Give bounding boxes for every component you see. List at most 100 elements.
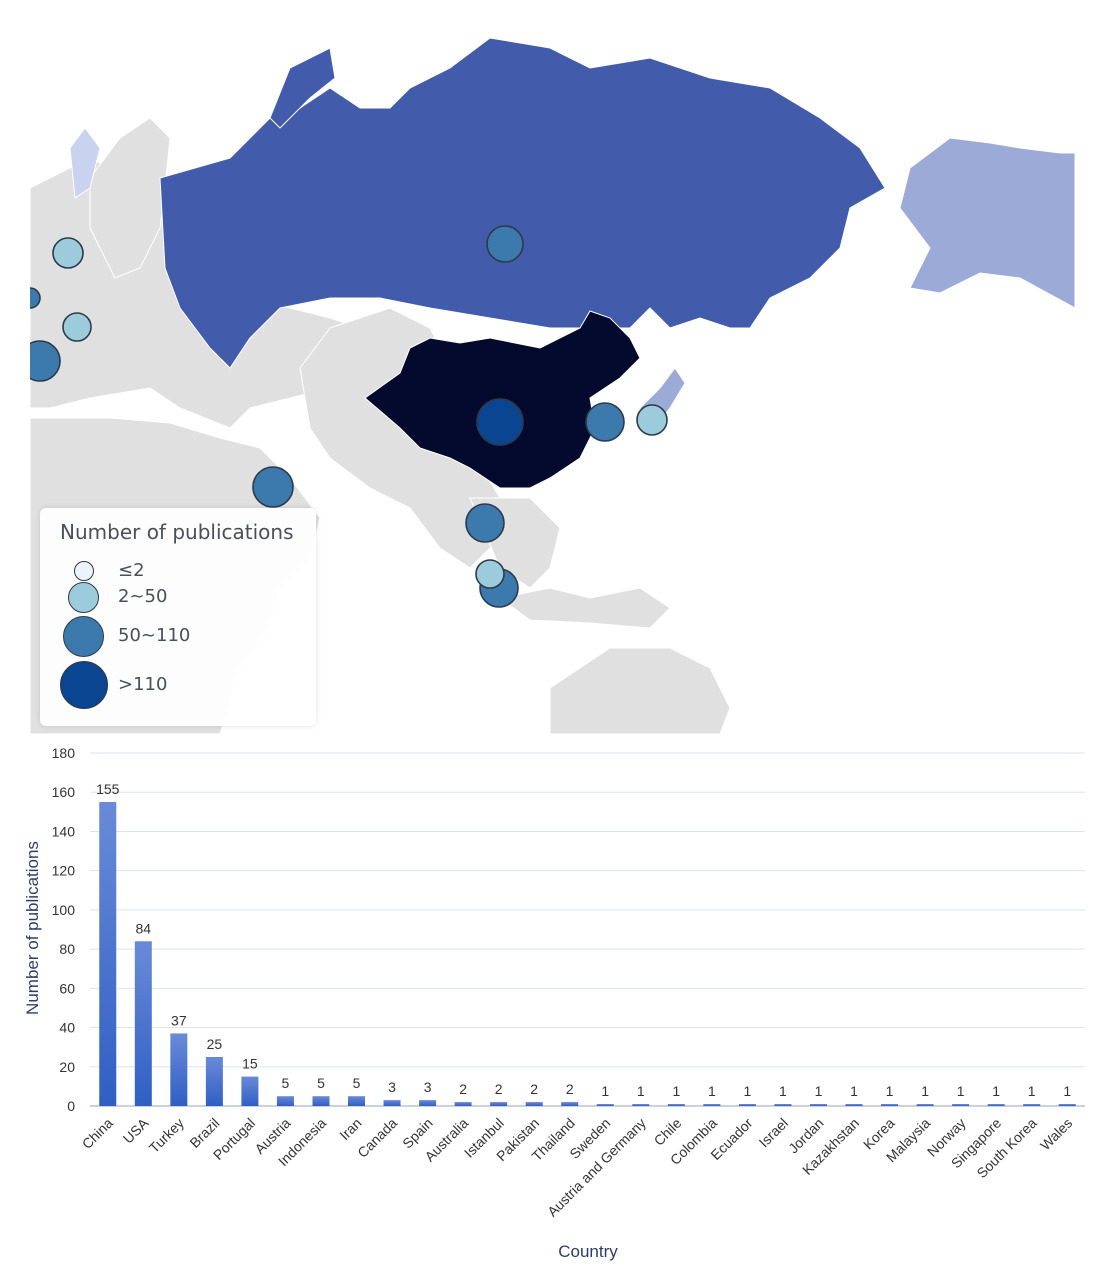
map-bubble [62, 312, 92, 342]
indonesia-islands [498, 587, 671, 629]
data-label: 1 [886, 1083, 894, 1099]
scandinavia [89, 117, 171, 279]
x-tick-label: Turkey [146, 1115, 187, 1156]
data-label: 5 [282, 1075, 290, 1091]
bar-thailand [561, 1102, 579, 1106]
novaya-zemlya [269, 47, 336, 129]
bar-turkey [170, 1033, 188, 1106]
bar-austria [276, 1096, 294, 1106]
bar-colombia [703, 1104, 721, 1106]
data-label: 1 [744, 1083, 752, 1099]
legend-item-gt110: >110 [40, 660, 310, 709]
bar-portugal [241, 1076, 259, 1106]
bar-iran [348, 1096, 366, 1106]
x-tick-label: Canada [354, 1115, 400, 1161]
legend-item-50-110: 50~110 [40, 615, 310, 657]
bar-sweden [596, 1104, 614, 1106]
gridlines [90, 752, 1085, 1107]
bar-australia [454, 1102, 472, 1106]
data-label: 1 [815, 1083, 823, 1099]
bars [99, 802, 1076, 1106]
bar-malaysia [916, 1104, 934, 1106]
map-bubble [465, 503, 505, 543]
data-label: 1 [1063, 1083, 1071, 1099]
map-bubble [52, 237, 84, 269]
data-label: 1 [601, 1083, 609, 1099]
y-tick-label: 120 [52, 863, 76, 879]
data-label: 1 [1028, 1083, 1036, 1099]
data-label: 1 [779, 1083, 787, 1099]
legend-label: >110 [118, 674, 168, 695]
data-label: 3 [424, 1079, 432, 1095]
y-tick-label: 160 [52, 784, 76, 800]
data-label: 84 [136, 920, 152, 936]
alaska-region [899, 137, 1075, 309]
map-bubble [476, 398, 524, 446]
data-label: 2 [495, 1081, 503, 1097]
y-axis-ticks: 0 20 40 60 80 100 120 140 160 180 [52, 745, 76, 1114]
russia-region [159, 37, 886, 369]
data-label: 37 [171, 1012, 187, 1028]
data-label: 1 [708, 1083, 716, 1099]
legend-circle-icon [68, 582, 99, 613]
x-tick-label: Wales [1037, 1115, 1075, 1153]
y-tick-label: 140 [52, 823, 76, 839]
y-tick-label: 20 [59, 1059, 75, 1075]
legend-item-le2: ≤2 [40, 550, 310, 590]
y-tick-label: 100 [52, 902, 76, 918]
data-label: 1 [921, 1083, 929, 1099]
bar-spain [419, 1100, 437, 1106]
legend-circle-icon [74, 561, 94, 581]
bar-kazakhstan [845, 1104, 863, 1106]
map-bubble [30, 287, 41, 309]
bar-brazil [205, 1056, 223, 1106]
map-bubble [585, 402, 625, 442]
bar-ecuador [738, 1104, 756, 1106]
bar-south-korea [1023, 1104, 1041, 1106]
y-axis-title: Number of publications [23, 841, 42, 1015]
bar-usa [134, 941, 152, 1106]
data-label: 25 [207, 1036, 223, 1052]
data-label: 1 [850, 1083, 858, 1099]
data-label: 1 [957, 1083, 965, 1099]
x-tick-label: Iran [336, 1115, 364, 1143]
map-bubble-layer [30, 225, 668, 608]
legend-label: 2~50 [118, 586, 168, 607]
y-tick-label: 60 [59, 980, 75, 996]
data-label: 5 [317, 1075, 325, 1091]
x-axis-title: Country [558, 1242, 618, 1261]
bar-wales [1058, 1104, 1076, 1106]
map-bubble [486, 225, 524, 263]
bar-indonesia [312, 1096, 330, 1106]
y-tick-label: 0 [67, 1098, 75, 1114]
data-label: 15 [242, 1056, 258, 1072]
y-tick-label: 180 [52, 745, 76, 761]
data-label: 1 [992, 1083, 1000, 1099]
y-tick-label: 40 [59, 1020, 75, 1036]
legend-circle-icon [60, 661, 108, 709]
bar-canada [383, 1100, 401, 1106]
legend-title: Number of publications [60, 520, 294, 544]
bar-china [99, 802, 117, 1106]
bar-singapore [987, 1104, 1005, 1106]
bar-pakistan [525, 1102, 543, 1106]
data-label: 2 [530, 1081, 538, 1097]
data-label: 1 [637, 1083, 645, 1099]
map-land-layer [30, 37, 1075, 734]
legend-circle-icon [63, 616, 104, 657]
bar-korea [881, 1104, 899, 1106]
legend-item-2-50: 2~50 [40, 580, 310, 620]
uk-region [69, 127, 101, 199]
bar-austria-and-germany [632, 1104, 650, 1106]
bar-istanbul [490, 1102, 508, 1106]
data-label: 2 [459, 1081, 467, 1097]
y-tick-label: 80 [59, 941, 75, 957]
map-bubble [475, 559, 505, 589]
bar-jordan [809, 1104, 827, 1106]
australia-landmass [549, 647, 731, 734]
map-canvas [30, 37, 1075, 734]
legend-label: 50~110 [118, 625, 191, 646]
legend-label: ≤2 [118, 560, 145, 581]
